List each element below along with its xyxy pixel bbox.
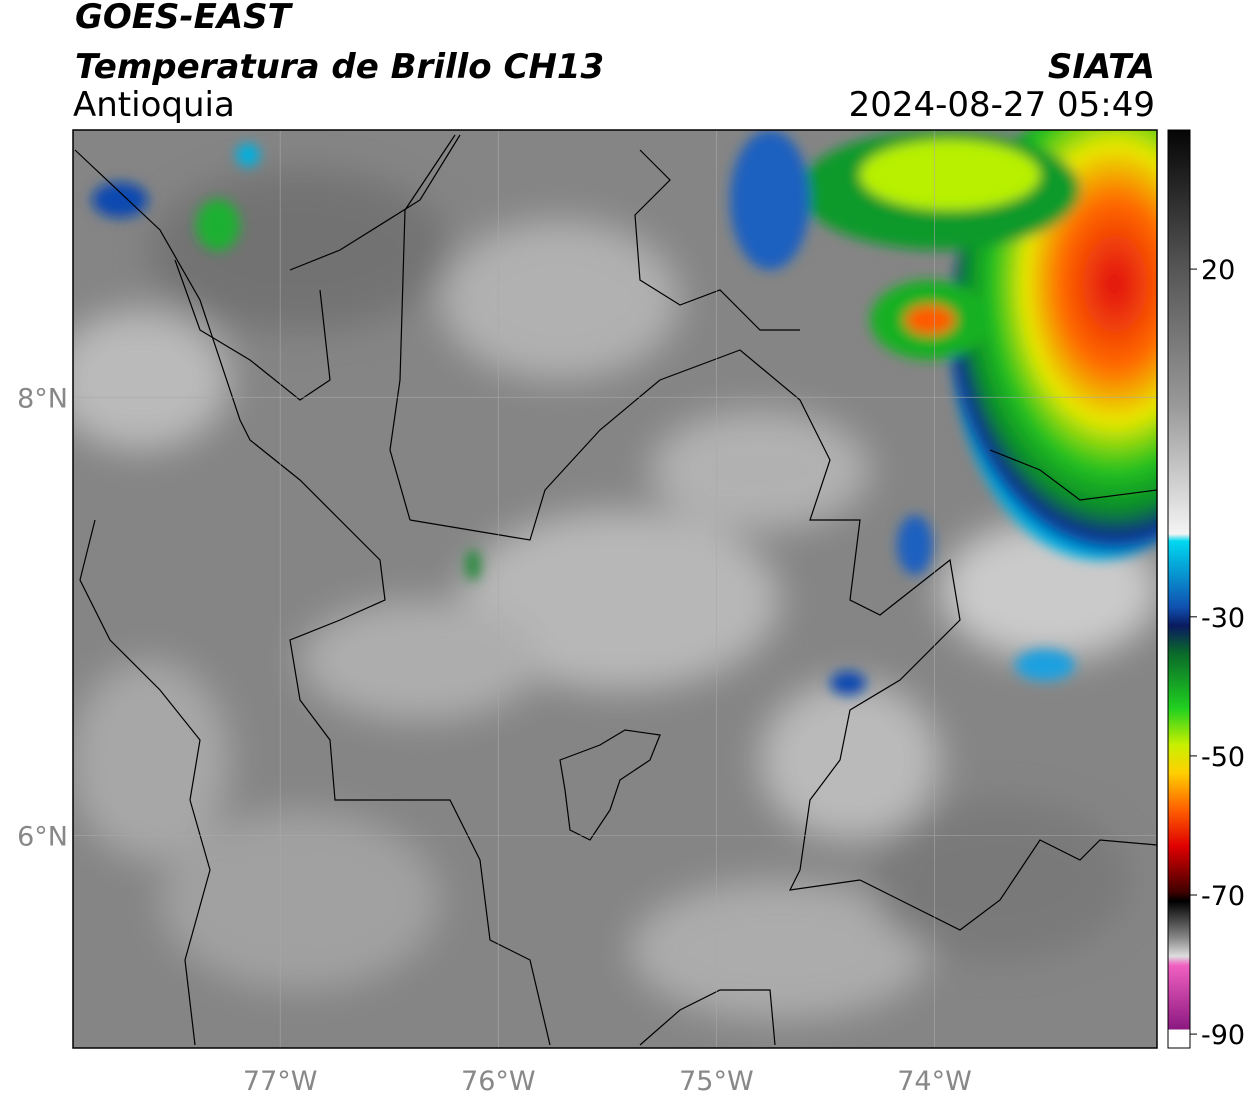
colorbar-tick-label: -90 (1201, 1020, 1245, 1051)
x-tick-label: 77°W (243, 1066, 318, 1097)
colorbar-tick-label: -30 (1201, 603, 1245, 634)
y-tick-label: 6°N (17, 821, 68, 852)
colorbar-tick-label: 20 (1201, 255, 1235, 286)
colorbar-tick-label: -70 (1201, 881, 1245, 912)
region: Antioquia (73, 85, 235, 125)
boundaries (74, 134, 1157, 1046)
satellite-image (73, 130, 1157, 1048)
subtitle: Temperatura de Brillo CH13 (75, 47, 604, 87)
x-tick-label: 76°W (461, 1066, 536, 1097)
colorbar (1167, 129, 1191, 1049)
map-frame (72, 129, 1158, 1049)
timestamp: 2024-08-27 05:49 (849, 85, 1155, 125)
grid (73, 130, 1157, 1048)
title: GOES-EAST (75, 0, 294, 37)
x-tick-label: 74°W (897, 1066, 972, 1097)
colorbar-tick-label: -50 (1201, 742, 1245, 773)
x-tick-label: 75°W (679, 1066, 754, 1097)
source: SIATA (1048, 47, 1155, 87)
y-tick-label: 8°N (17, 383, 68, 414)
